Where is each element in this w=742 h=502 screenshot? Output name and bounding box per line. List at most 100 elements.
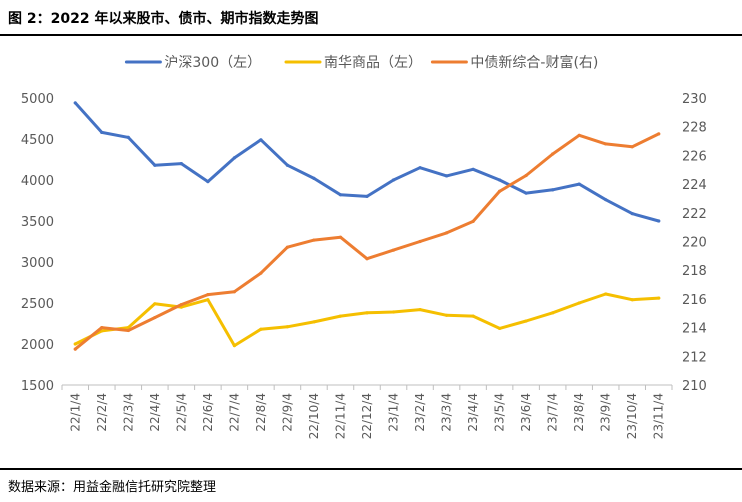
x-tick-label: 23/6/4 <box>519 393 533 432</box>
series-3-point <box>153 315 157 320</box>
right-y-tick-label: 230 <box>682 92 707 107</box>
series-3-point <box>365 257 369 261</box>
series-3-point <box>551 152 555 156</box>
series-2-point <box>338 314 343 318</box>
x-tick-label: 22/1/4 <box>68 393 82 432</box>
series-3-point <box>657 132 661 136</box>
series-line-1 <box>73 101 661 223</box>
x-tick-label: 22/12/4 <box>360 393 374 439</box>
series-3-point <box>232 290 236 294</box>
x-tick-label: 23/1/4 <box>387 393 401 432</box>
series-2-point <box>153 302 157 306</box>
series-1-point <box>100 130 104 135</box>
series-1-point <box>444 174 449 178</box>
x-tick-label: 23/3/4 <box>440 393 454 432</box>
series-3-point <box>471 219 475 224</box>
series-1-point <box>657 219 661 223</box>
left-y-tick-label: 1500 <box>21 379 54 394</box>
right-y-tick-label: 210 <box>682 379 707 394</box>
plot-area <box>73 101 661 351</box>
legend-label-2: 南华商品（左） <box>324 55 422 71</box>
series-1-point <box>524 191 528 195</box>
x-tick-label: 22/2/4 <box>95 393 109 432</box>
series-2-point <box>630 298 634 302</box>
series-1-point <box>285 163 290 167</box>
series-1-point <box>498 178 502 182</box>
series-3-point <box>73 347 77 351</box>
series-3-point <box>630 145 634 149</box>
series-2-point <box>551 311 555 315</box>
left-y-tick-label: 2500 <box>21 297 54 312</box>
right-y-tick-label: 226 <box>682 149 707 164</box>
series-3-point <box>338 235 343 239</box>
series-3-point <box>498 189 502 193</box>
series-2-point <box>73 342 77 346</box>
x-tick-label: 23/4/4 <box>466 393 480 432</box>
right-y-axis: 210 212 214 216 218 220 222 224 226 228 230 <box>682 92 707 394</box>
figure-header: 图 2：2022 年以来股市、债市、期市指数走势图 <box>0 0 742 34</box>
right-y-tick-label: 228 <box>682 121 707 136</box>
series-2-point <box>418 307 422 312</box>
series-2-point <box>524 319 528 323</box>
x-tick-label: 22/3/4 <box>121 393 135 432</box>
series-1-point <box>179 162 183 166</box>
series-1-point <box>391 178 396 182</box>
series-3-point <box>126 328 130 333</box>
x-tick-label: 22/5/4 <box>174 393 188 432</box>
series-1-point <box>73 101 77 105</box>
series-2-point <box>259 327 263 331</box>
series-1-point <box>630 212 634 216</box>
series-line-2 <box>73 292 661 348</box>
series-1-point <box>126 135 130 139</box>
x-tick-label: 23/2/4 <box>413 393 427 432</box>
x-tick-label: 22/9/4 <box>280 393 294 432</box>
series-1-point <box>206 180 210 184</box>
line-chart: 沪深300（左） 南华商品（左） 中债新综合-财富(右) 1500 2000 2500 3… <box>21 54 707 439</box>
series-1-point <box>551 188 555 192</box>
legend-label-1: 沪深300（左） <box>164 55 261 71</box>
series-2-point <box>444 313 449 317</box>
right-y-tick-label: 218 <box>682 264 707 279</box>
x-tick-label: 22/6/4 <box>201 393 215 432</box>
series-2-point <box>657 296 661 300</box>
x-tick-label: 23/9/4 <box>599 393 613 432</box>
series-3-point <box>179 303 183 307</box>
series-1-point <box>153 163 157 167</box>
data-source-note: 数据来源：用益金融信托研究院整理 <box>8 480 217 495</box>
left-y-tick-label: 4500 <box>21 133 54 148</box>
x-tick-label: 23/8/4 <box>572 393 586 432</box>
left-y-tick-label: 5000 <box>21 92 54 107</box>
series-2-point <box>232 344 236 348</box>
right-y-tick-label: 220 <box>682 236 707 251</box>
series-3-point <box>391 248 396 252</box>
right-y-tick-label: 224 <box>682 178 707 193</box>
left-y-tick-label: 4000 <box>21 174 54 189</box>
series-1-point <box>471 167 475 171</box>
x-axis: 22/1/4 22/2/4 22/3/4 22/4/4 22/5/4 22/6/4 22/7… <box>61 384 673 439</box>
series-2-point <box>471 314 475 318</box>
series-3-point <box>100 326 104 330</box>
x-tick-label: 22/11/4 <box>333 393 347 439</box>
x-tick-label: 23/5/4 <box>493 393 507 432</box>
series-3-point <box>524 173 528 178</box>
series-3-point <box>418 239 422 244</box>
title-rule <box>0 34 742 36</box>
figure-title: 图 2：2022 年以来股市、债市、期市指数走势图 <box>8 11 319 27</box>
series-1-point <box>577 182 581 186</box>
series-3-point <box>259 271 263 275</box>
series-2-point <box>206 298 210 302</box>
series-1-point <box>338 193 343 197</box>
left-y-tick-label: 3500 <box>21 215 54 230</box>
series-1-point <box>365 194 369 198</box>
series-2-point <box>604 292 608 296</box>
legend-label-3: 中债新综合-财富(右) <box>470 54 598 71</box>
series-2-point <box>498 326 502 331</box>
series-1-point <box>259 138 263 142</box>
x-tick-label: 22/7/4 <box>227 393 241 432</box>
series-2-point <box>285 325 290 329</box>
series-1-point <box>232 156 236 160</box>
x-tick-label: 23/10/4 <box>625 393 639 439</box>
series-2-point <box>577 301 581 305</box>
left-y-tick-label: 2000 <box>21 338 54 353</box>
right-y-tick-label: 214 <box>682 322 707 337</box>
